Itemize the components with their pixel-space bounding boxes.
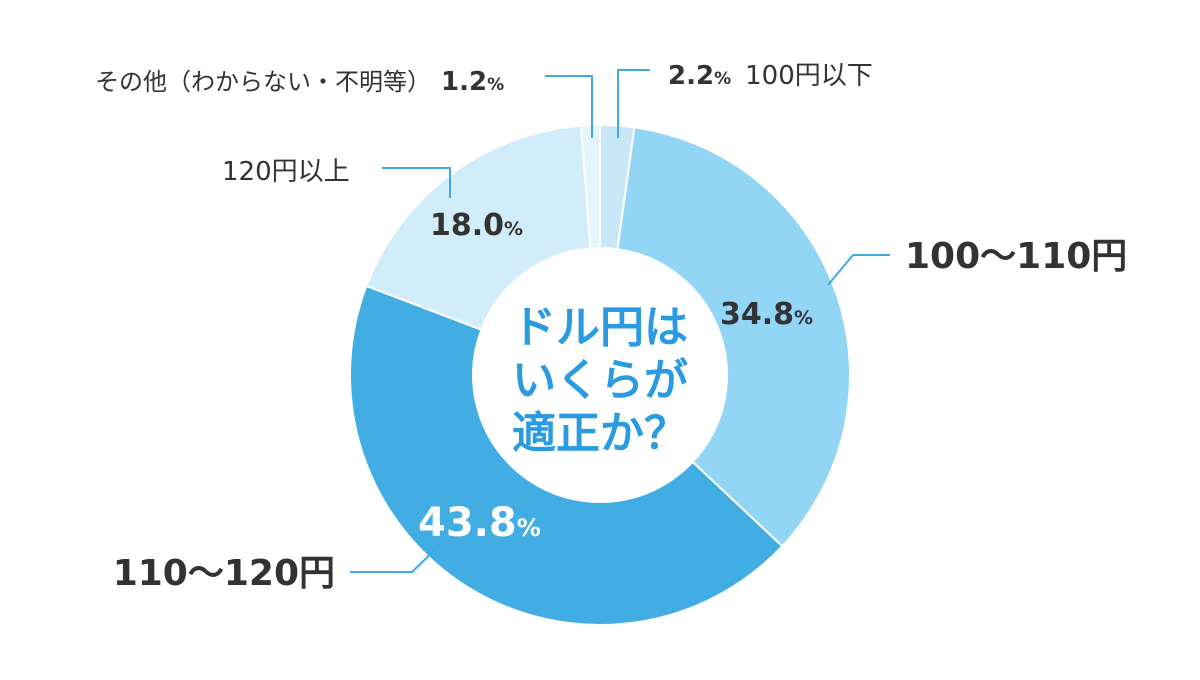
slice-category-120-above: 120円以上: [222, 157, 350, 187]
leader-line-100-below: [617, 69, 650, 138]
slice-label-other: その他（わからない・不明等） 1.2%: [95, 67, 504, 97]
slice-label-100-below: 2.2% 100円以下: [668, 61, 873, 91]
slice-value-100-110: 34.8%: [720, 297, 813, 332]
leader-line-other: [545, 75, 593, 138]
donut-slices: [349, 123, 851, 626]
slice-100-110: [616, 126, 851, 548]
donut-center: [473, 248, 727, 502]
slice-category-110-120: 110～120円: [113, 553, 335, 594]
chart-title-line-1: ドル円は: [512, 302, 688, 353]
leader-line-120-above: [382, 167, 451, 198]
slice-category-100-110: 100～110円: [905, 236, 1127, 277]
chart-title-line-3: 適正か？: [512, 408, 688, 459]
slice-value-110-120: 43.8%: [418, 500, 541, 546]
chart-title-line-2: いくらが: [512, 355, 688, 406]
leader-line-100-110: [827, 254, 890, 286]
slice-value-120-above: 18.0%: [430, 208, 523, 243]
leader-line-110-120: [350, 544, 441, 573]
